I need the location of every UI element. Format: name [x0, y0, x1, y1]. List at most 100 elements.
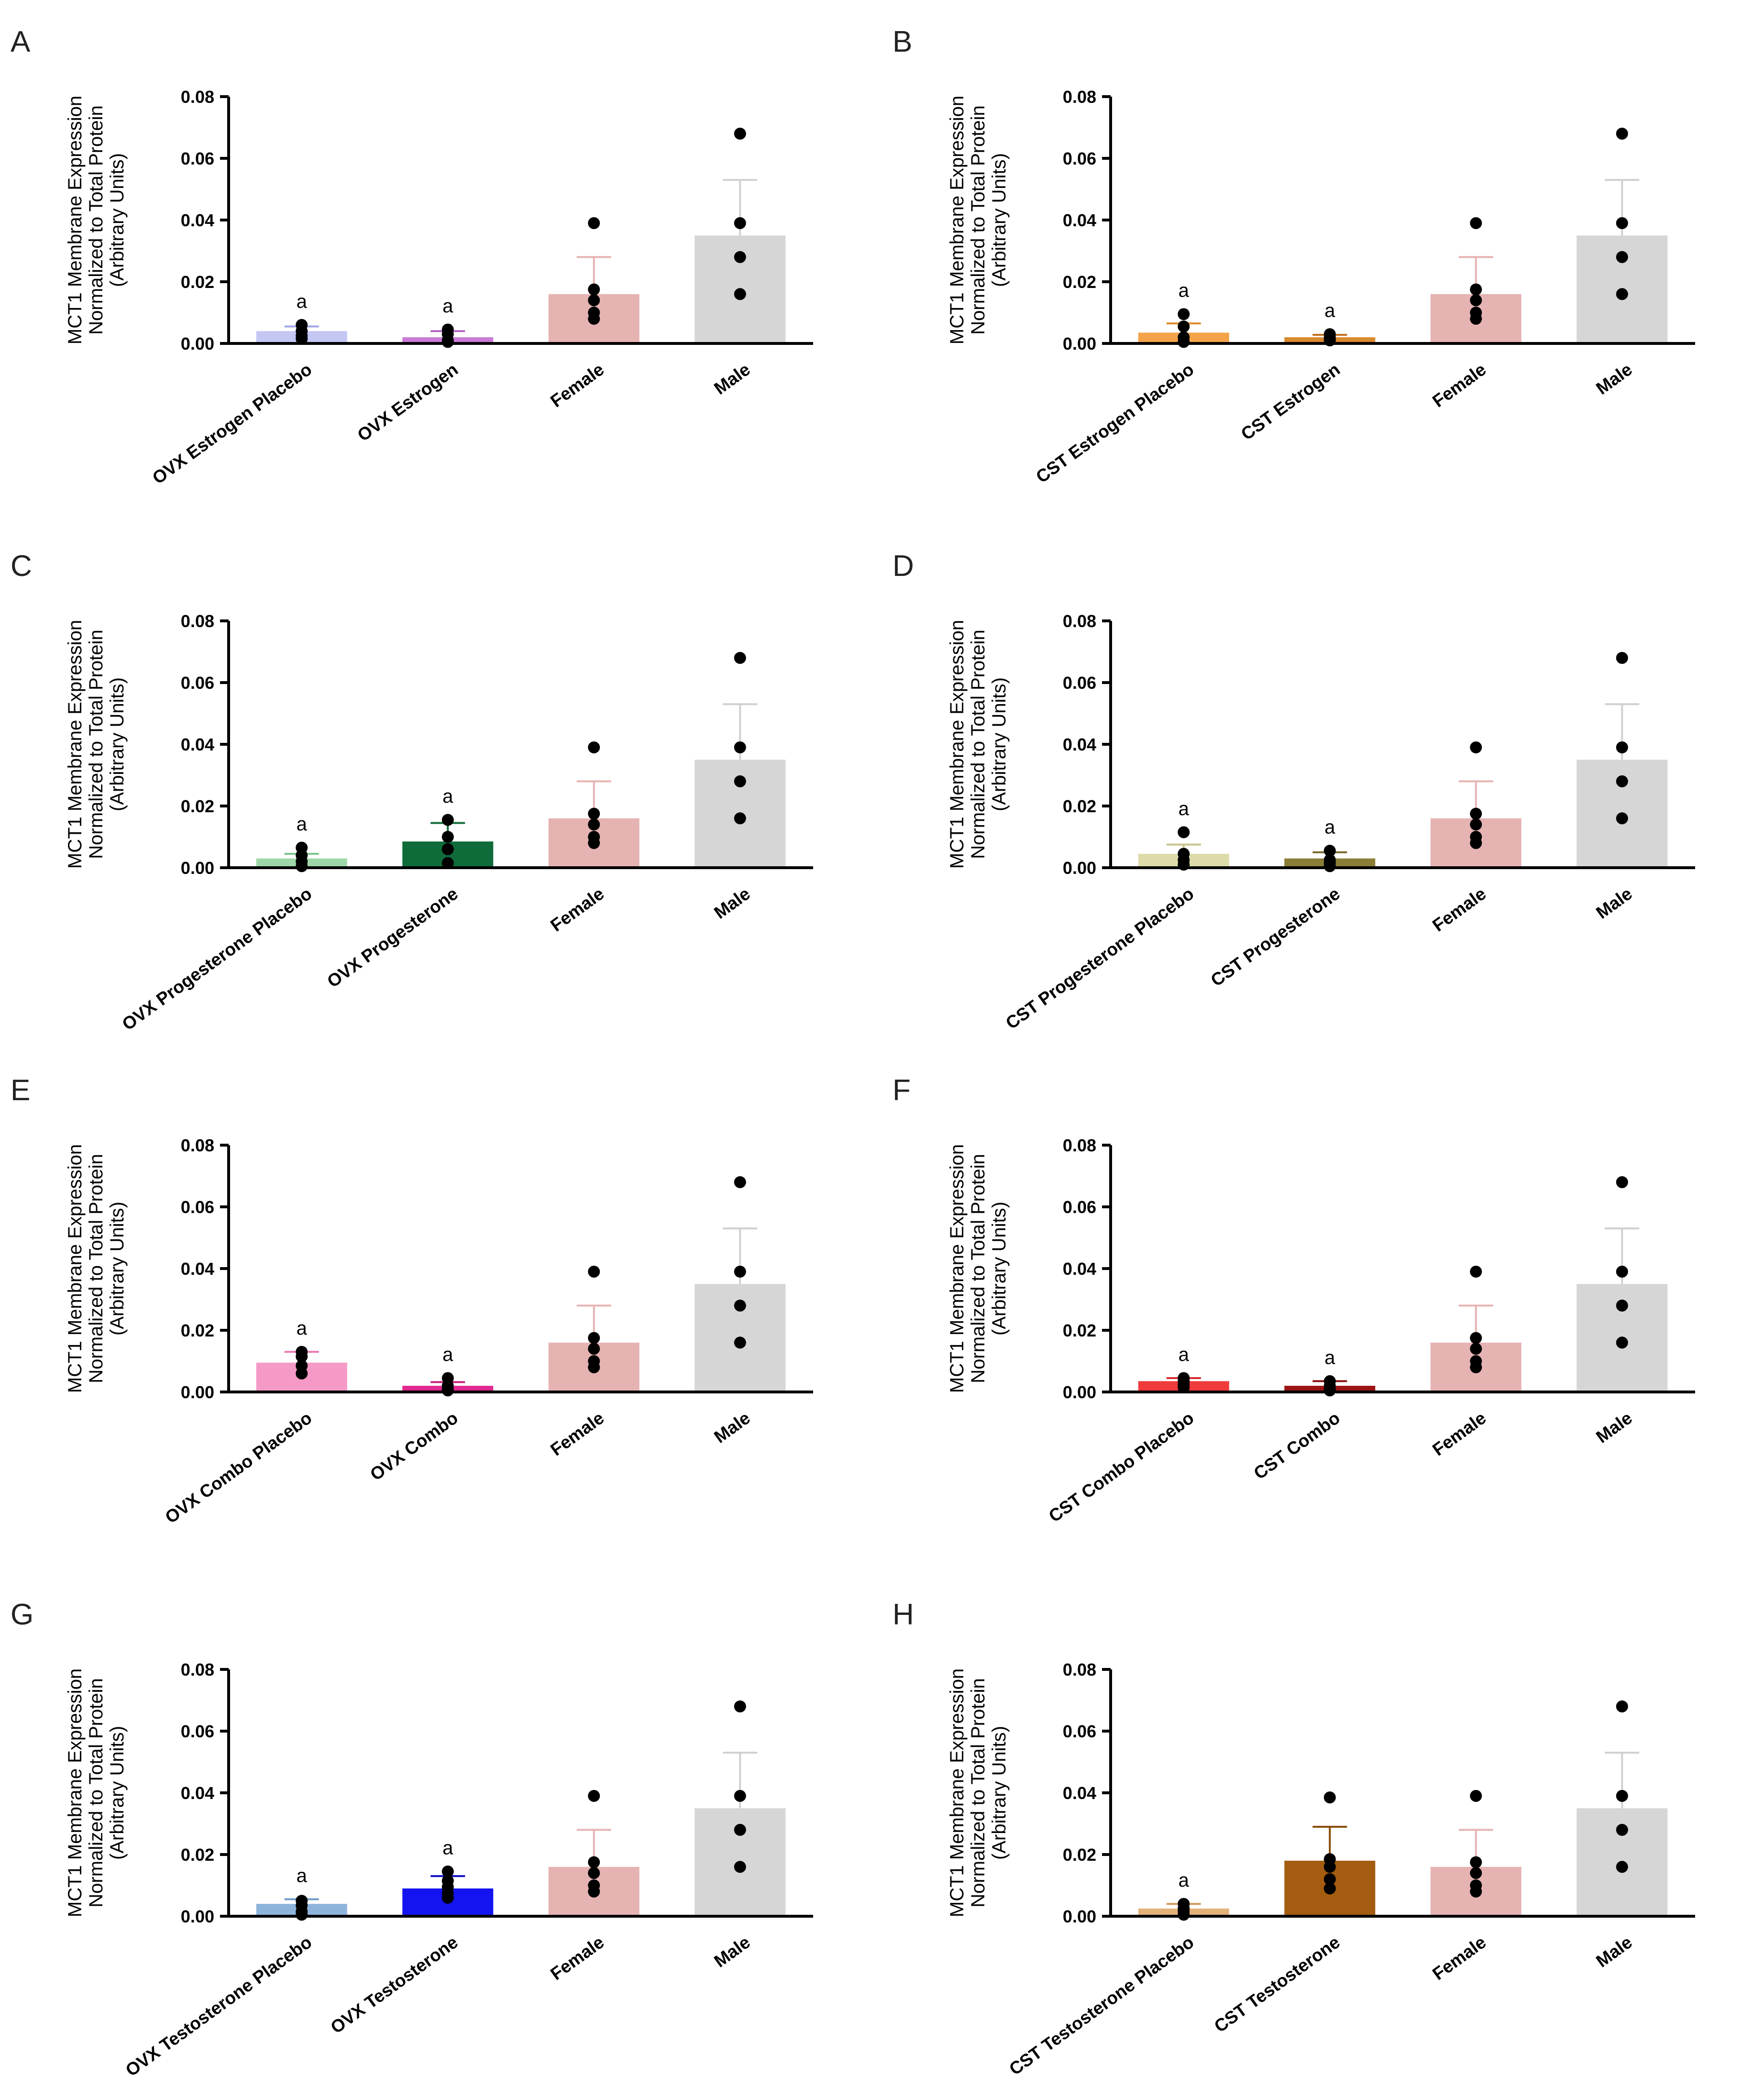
significance-label: a	[297, 1866, 308, 1887]
data-point	[441, 1384, 454, 1397]
data-point	[734, 288, 746, 300]
y-axis-label-line: (Arbitrary Units)	[107, 153, 128, 287]
x-tick-label: CST Combo	[1250, 1408, 1344, 1483]
data-point	[441, 336, 454, 348]
y-axis-label-line: MCT1 Membrane Expression	[947, 1668, 968, 1917]
x-tick-label: OVX Progesterone Placebo	[119, 883, 316, 1034]
chart-panel-H: H MCT1 Membrane Expression Normalized to T…	[882, 1573, 1764, 2097]
y-tick-label: 0.06	[1063, 1197, 1096, 1217]
x-tick-label: Male	[710, 1408, 754, 1447]
y-axis-label-line: MCT1 Membrane Expression	[947, 96, 968, 344]
data-point	[1616, 1861, 1628, 1873]
x-tick-label: Male	[1592, 359, 1636, 398]
y-axis-label-line: MCT1 Membrane Expression	[65, 1668, 86, 1917]
y-axis-label-line: Normalized to Total Protein	[86, 1678, 107, 1908]
y-axis-label-line: (Arbitrary Units)	[107, 1726, 128, 1860]
data-point	[1323, 845, 1336, 857]
y-axis-label-line: MCT1 Membrane Expression	[947, 620, 968, 869]
data-point	[1323, 1873, 1336, 1886]
y-axis-label: MCT1 Membrane Expression Normalized to To…	[947, 1668, 1010, 1917]
y-axis-label-line: MCT1 Membrane Expression	[65, 620, 86, 869]
x-tick-label: CST Combo Placebo	[1045, 1408, 1197, 1526]
y-axis-label-line: (Arbitrary Units)	[989, 677, 1010, 811]
x-tick-label: CST Estrogen	[1237, 359, 1344, 444]
y-tick-label: 0.04	[181, 210, 214, 230]
x-tick-label: CST Testosterone Placebo	[1005, 1932, 1197, 2079]
x-tick-label: Male	[1592, 883, 1636, 923]
x-tick-label: OVX Progesterone	[323, 883, 462, 991]
y-axis-label: MCT1 Membrane Expression Normalized to To…	[65, 620, 128, 869]
data-point	[588, 1867, 600, 1879]
significance-label: a	[1324, 300, 1335, 321]
data-point	[734, 812, 746, 825]
x-tick-label: OVX Combo	[366, 1408, 462, 1484]
y-tick-label: 0.08	[181, 87, 214, 107]
data-point	[296, 1350, 308, 1363]
y-tick-label: 0.06	[1063, 673, 1096, 693]
data-point	[1178, 320, 1190, 333]
x-tick-label: Female	[1429, 1408, 1489, 1459]
x-tick-label: OVX Estrogen	[354, 359, 462, 445]
y-axis-label-line: MCT1 Membrane Expression	[947, 1144, 968, 1393]
y-tick-label: 0.02	[181, 796, 214, 816]
data-point	[441, 857, 454, 869]
y-axis-label: MCT1 Membrane Expression Normalized to To…	[947, 1144, 1010, 1393]
data-point	[588, 1789, 600, 1802]
panel-letter: C	[11, 550, 32, 583]
data-point	[1323, 1861, 1336, 1873]
data-point	[588, 283, 600, 296]
x-tick-label: Male	[1592, 1932, 1636, 1971]
data-point	[1616, 775, 1628, 787]
data-point	[1616, 251, 1628, 263]
y-axis-label: MCT1 Membrane Expression Normalized to To…	[65, 1668, 128, 1917]
data-point	[296, 1909, 308, 1921]
panel-letter: G	[11, 1598, 33, 1631]
y-axis-label-line: Normalized to Total Protein	[968, 1154, 989, 1383]
y-tick-label: 0.02	[181, 1845, 214, 1865]
data-point	[1178, 826, 1190, 839]
x-tick-label: Female	[1429, 359, 1489, 411]
data-point	[1616, 1176, 1628, 1188]
chart-panel-A: A MCT1 Membrane Expression Normalized to T…	[0, 0, 882, 524]
data-point	[1616, 812, 1628, 825]
y-tick-label: 0.04	[1063, 1783, 1096, 1803]
x-tick-label: Female	[1429, 883, 1489, 935]
y-tick-label: 0.06	[181, 1197, 214, 1217]
data-point	[588, 1361, 600, 1373]
chart-panel-C: C MCT1 Membrane Expression Normalized to T…	[0, 524, 882, 1049]
data-point	[734, 1265, 746, 1278]
significance-label: a	[1179, 1344, 1190, 1365]
data-point	[734, 1789, 746, 1802]
data-point	[1323, 1384, 1336, 1397]
significance-label: a	[297, 1318, 308, 1339]
x-tick-label: OVX Estrogen Placebo	[149, 359, 315, 488]
data-point	[441, 831, 454, 843]
y-tick-label: 0.00	[1063, 858, 1096, 878]
data-point	[1470, 741, 1482, 753]
data-point	[441, 1891, 454, 1904]
data-point	[588, 1856, 600, 1868]
x-tick-label: Male	[1592, 1408, 1636, 1447]
data-point	[588, 741, 600, 753]
y-tick-label: 0.08	[181, 1136, 214, 1155]
data-point	[1178, 336, 1190, 348]
x-tick-label: CST Estrogen Placebo	[1032, 359, 1197, 486]
data-point	[1470, 1361, 1482, 1373]
y-tick-label: 0.02	[181, 1321, 214, 1340]
y-axis-label-line: (Arbitrary Units)	[107, 1202, 128, 1336]
data-point	[734, 217, 746, 229]
chart-panel-B: B MCT1 Membrane Expression Normalized to T…	[882, 0, 1764, 524]
chart-panel-E: E MCT1 Membrane Expression Normalized to T…	[0, 1049, 882, 1573]
y-axis-label-line: Normalized to Total Protein	[86, 105, 107, 335]
y-axis-label-line: (Arbitrary Units)	[107, 677, 128, 811]
y-tick-label: 0.02	[181, 272, 214, 292]
y-tick-label: 0.04	[181, 1783, 214, 1803]
data-point	[1470, 1265, 1482, 1278]
significance-label: a	[442, 296, 453, 317]
data-point	[1178, 308, 1190, 320]
significance-label: a	[442, 1344, 453, 1365]
data-point	[588, 818, 600, 831]
y-tick-label: 0.06	[1063, 1722, 1096, 1741]
data-point	[1470, 1343, 1482, 1355]
data-point	[734, 651, 746, 664]
